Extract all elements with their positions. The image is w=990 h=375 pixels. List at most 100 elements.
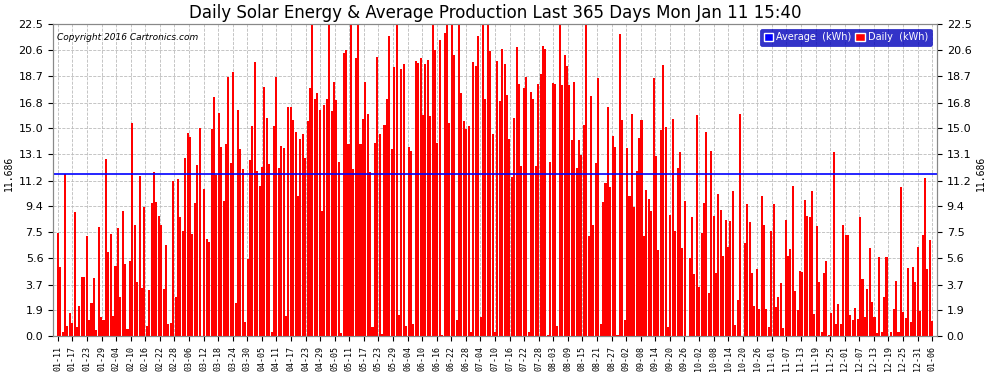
Bar bbox=[927, 269, 929, 336]
Bar bbox=[304, 158, 306, 336]
Bar bbox=[718, 194, 720, 336]
Bar bbox=[403, 64, 405, 336]
Bar bbox=[681, 248, 683, 336]
Bar bbox=[314, 99, 316, 336]
Bar bbox=[347, 144, 349, 336]
Bar bbox=[110, 234, 112, 336]
Bar bbox=[203, 189, 205, 336]
Bar bbox=[472, 62, 474, 336]
Bar bbox=[484, 99, 486, 336]
Bar bbox=[251, 126, 253, 336]
Bar bbox=[247, 260, 248, 336]
Bar bbox=[383, 126, 385, 336]
Bar bbox=[563, 55, 565, 336]
Bar bbox=[575, 168, 578, 336]
Bar bbox=[727, 247, 729, 336]
Bar bbox=[88, 320, 90, 336]
Bar bbox=[554, 84, 556, 336]
Bar bbox=[895, 281, 897, 336]
Bar bbox=[492, 134, 494, 336]
Bar bbox=[735, 325, 737, 336]
Bar bbox=[235, 303, 237, 336]
Bar bbox=[746, 204, 748, 336]
Bar bbox=[81, 278, 83, 336]
Bar bbox=[720, 210, 722, 336]
Bar bbox=[359, 144, 361, 336]
Bar bbox=[703, 203, 705, 336]
Bar bbox=[578, 140, 580, 336]
Bar bbox=[242, 169, 244, 336]
Bar bbox=[218, 113, 220, 336]
Bar bbox=[785, 220, 787, 336]
Bar bbox=[748, 222, 750, 336]
Bar bbox=[672, 119, 674, 336]
Bar bbox=[71, 323, 73, 336]
Bar bbox=[739, 114, 741, 336]
Bar bbox=[448, 123, 450, 336]
Bar bbox=[371, 327, 373, 336]
Bar bbox=[422, 115, 424, 336]
Bar bbox=[275, 76, 277, 336]
Bar bbox=[538, 84, 540, 336]
Bar bbox=[542, 46, 545, 336]
Bar bbox=[455, 321, 457, 336]
Bar bbox=[624, 320, 626, 336]
Bar bbox=[152, 172, 155, 336]
Bar bbox=[753, 306, 755, 336]
Bar bbox=[823, 273, 825, 336]
Bar bbox=[76, 327, 78, 336]
Bar bbox=[487, 24, 489, 336]
Bar bbox=[237, 110, 239, 336]
Bar bbox=[861, 279, 863, 336]
Bar bbox=[379, 134, 381, 336]
Bar bbox=[516, 47, 518, 336]
Bar bbox=[439, 40, 441, 336]
Bar bbox=[230, 162, 232, 336]
Bar bbox=[523, 88, 525, 336]
Bar bbox=[139, 176, 141, 336]
Bar bbox=[787, 256, 789, 336]
Bar bbox=[167, 324, 169, 336]
Bar bbox=[922, 235, 924, 336]
Bar bbox=[509, 139, 511, 336]
Bar bbox=[395, 24, 398, 336]
Bar bbox=[100, 317, 102, 336]
Bar bbox=[890, 332, 892, 336]
Bar bbox=[136, 282, 139, 336]
Bar bbox=[386, 99, 388, 336]
Bar bbox=[366, 114, 368, 336]
Bar bbox=[571, 140, 573, 336]
Bar bbox=[674, 231, 676, 336]
Bar bbox=[607, 107, 609, 336]
Bar bbox=[341, 333, 343, 336]
Bar bbox=[634, 207, 636, 336]
Bar bbox=[722, 256, 725, 336]
Bar bbox=[59, 267, 61, 336]
Bar bbox=[249, 160, 251, 336]
Bar bbox=[602, 202, 604, 336]
Bar bbox=[179, 217, 181, 336]
Bar bbox=[265, 118, 268, 336]
Bar bbox=[777, 297, 779, 336]
Bar bbox=[86, 236, 88, 336]
Bar bbox=[878, 257, 880, 336]
Bar bbox=[902, 312, 904, 336]
Bar bbox=[530, 92, 532, 336]
Bar bbox=[194, 203, 196, 336]
Bar bbox=[664, 128, 666, 336]
Bar bbox=[295, 132, 297, 336]
Bar bbox=[842, 225, 844, 336]
Bar bbox=[831, 313, 833, 336]
Bar bbox=[730, 220, 732, 336]
Bar bbox=[270, 332, 272, 336]
Bar bbox=[450, 24, 452, 336]
Bar bbox=[881, 332, 883, 336]
Bar bbox=[157, 216, 159, 336]
Bar bbox=[792, 186, 794, 336]
Bar bbox=[444, 33, 446, 336]
Bar bbox=[169, 323, 172, 336]
Bar bbox=[393, 68, 395, 336]
Bar bbox=[600, 324, 602, 336]
Bar bbox=[346, 50, 347, 336]
Bar bbox=[462, 121, 464, 336]
